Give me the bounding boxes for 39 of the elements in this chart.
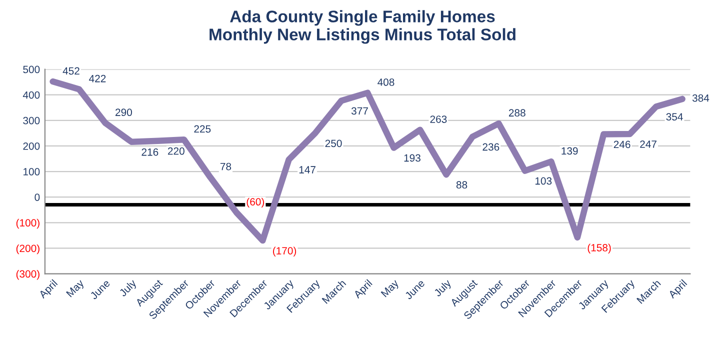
text: 288: [508, 109, 526, 117]
text: 78: [220, 162, 232, 170]
text: 103: [535, 177, 552, 185]
y-tick-label: 300: [23, 116, 40, 124]
chart-title: Ada County Single Family Homes Monthly New Listings Minus Total Sold: [210, 10, 516, 44]
y-tick-label: (300): [16, 270, 40, 280]
y-tick-label: 0: [34, 194, 40, 201]
text: 377: [351, 107, 368, 115]
text: 290: [116, 108, 132, 116]
text: 147: [299, 166, 316, 174]
text: 246: [614, 140, 630, 148]
text: 452: [62, 67, 80, 75]
text: 384: [692, 94, 710, 102]
y-tick-label: 500: [23, 66, 40, 74]
x-tick-label: May: [380, 278, 401, 299]
text: (60): [246, 198, 264, 208]
text: 88: [456, 181, 468, 189]
text: 193: [404, 154, 420, 162]
x-tick-label: July: [433, 278, 454, 298]
text: (170): [273, 246, 296, 257]
text: 236: [482, 143, 500, 151]
text: 216: [142, 148, 158, 156]
text: 139: [562, 147, 578, 155]
text: 247: [640, 140, 656, 148]
y-tick-label: 400: [22, 91, 40, 99]
text: (158): [588, 244, 611, 254]
text: 250: [325, 140, 342, 148]
text: 220: [168, 147, 184, 155]
x-tick-label: May: [66, 278, 86, 299]
text: 263: [430, 116, 447, 123]
y-tick-label: (200): [16, 244, 40, 254]
x-tick-label: July: [118, 278, 138, 298]
text: 225: [194, 125, 211, 133]
text: 422: [89, 74, 106, 82]
y-tick-label: (100): [16, 218, 40, 229]
text: 354: [666, 113, 683, 121]
y-tick-label: 200: [23, 142, 40, 150]
text: 408: [378, 78, 394, 86]
y-tick-label: 100: [24, 168, 40, 176]
